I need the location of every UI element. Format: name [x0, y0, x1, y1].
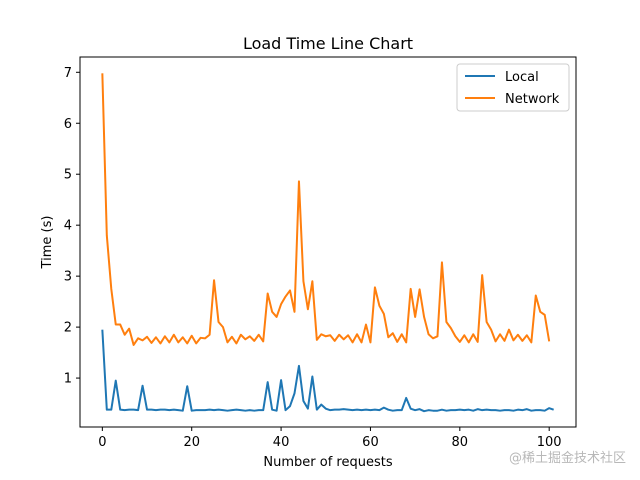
legend-label-network: Network — [505, 92, 560, 107]
plot-frame — [79, 56, 577, 428]
series-line-network — [101, 73, 551, 346]
y-tick-label: 3 — [64, 270, 72, 285]
x-tick-label: 60 — [362, 435, 379, 450]
x-tick-label: 40 — [273, 435, 290, 450]
y-axis-label: Time (s) — [40, 216, 55, 270]
x-tick-label: 20 — [183, 435, 200, 450]
plot-series — [101, 73, 554, 413]
x-tick-label: 0 — [98, 435, 106, 450]
chart-title: Load Time Line Chart — [243, 34, 413, 53]
series-line-local — [101, 329, 554, 413]
y-tick-label: 2 — [64, 321, 72, 336]
y-tick-label: 4 — [64, 219, 72, 234]
y-tick-label: 1 — [64, 372, 72, 387]
y-tick-label: 7 — [64, 66, 72, 81]
x-tick-label: 100 — [537, 435, 562, 450]
watermark: @稀土掘金技术社区 — [508, 451, 626, 466]
x-axis-label: Number of requests — [263, 455, 392, 470]
y-tick-label: 5 — [64, 168, 72, 183]
legend-label-local: Local — [505, 70, 539, 85]
x-tick-label: 80 — [452, 435, 469, 450]
x-axis: 0 20 40 60 80 100 — [98, 427, 562, 450]
y-axis: 1 2 3 4 5 6 7 — [64, 66, 80, 387]
legend: Local Network — [456, 63, 570, 112]
y-tick-label: 6 — [64, 117, 72, 132]
